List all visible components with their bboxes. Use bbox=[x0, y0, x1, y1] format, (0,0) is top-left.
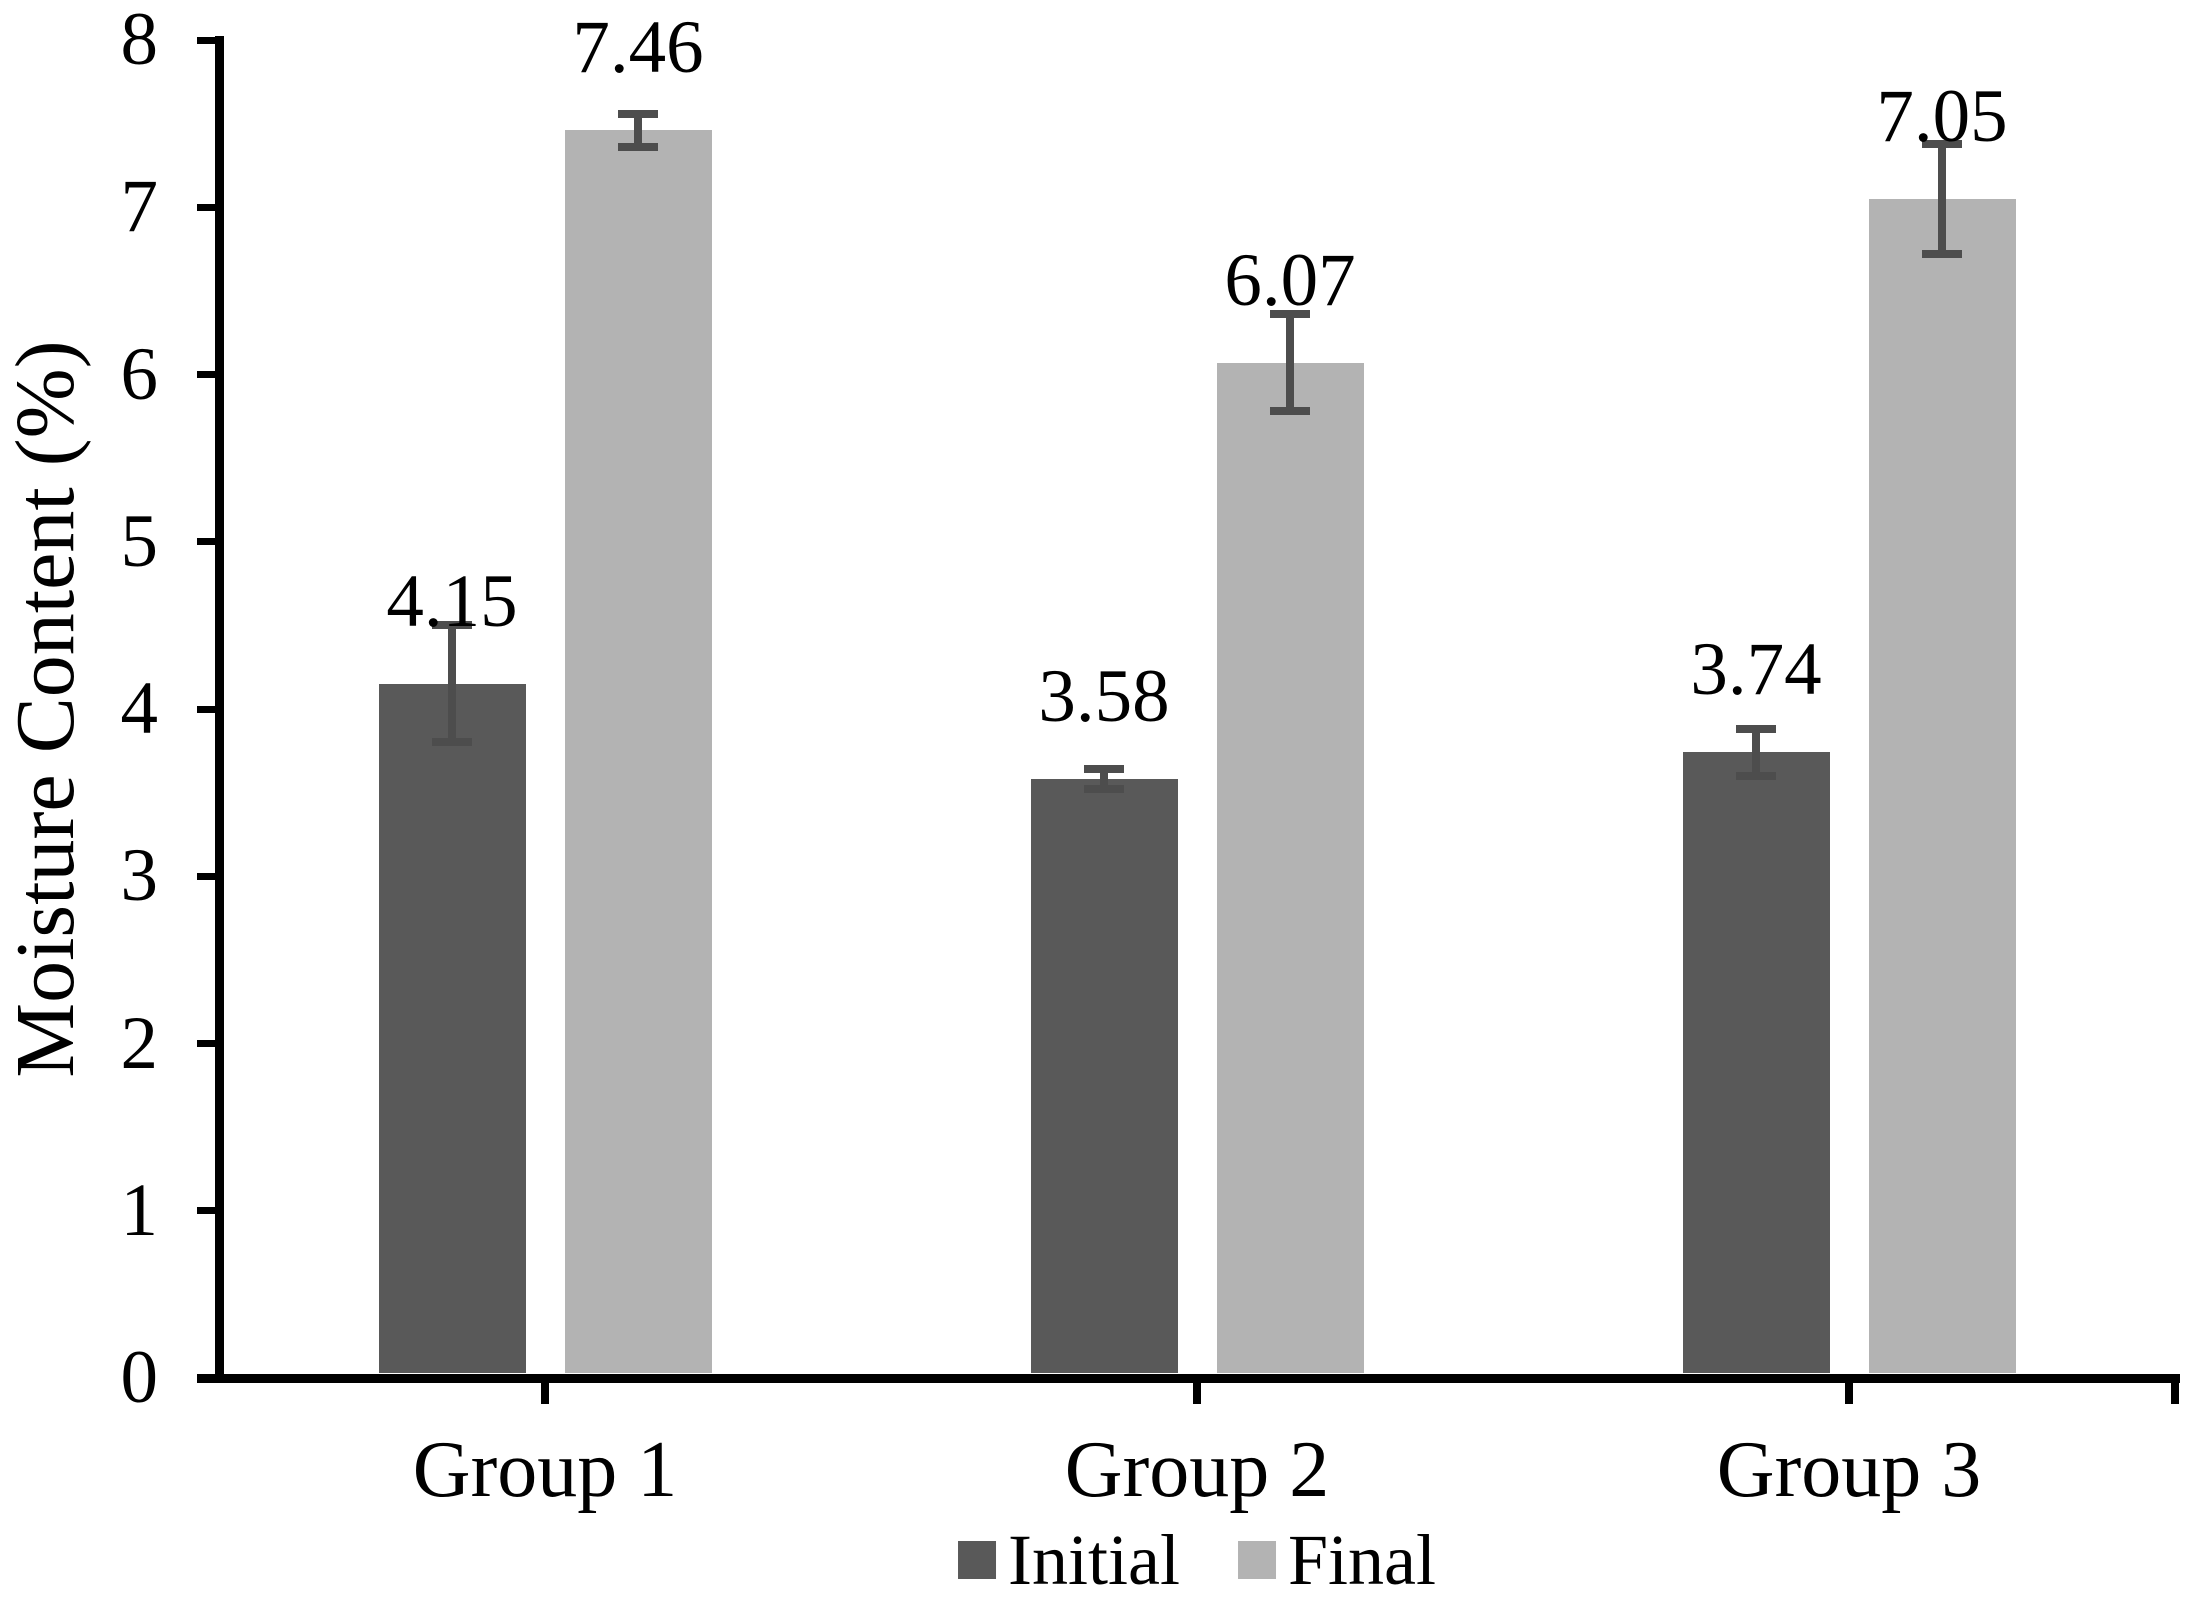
x-tick-label: Group 2 bbox=[1064, 1426, 1330, 1514]
y-tick bbox=[197, 1040, 215, 1047]
error-bar-cap-bottom-initial-group-3 bbox=[1736, 771, 1776, 780]
error-bar-line-final-group-3 bbox=[1938, 143, 1946, 255]
bar-final-group-3 bbox=[1868, 198, 2016, 1374]
y-tick-label: 6 bbox=[120, 332, 159, 416]
y-tick-label: 4 bbox=[120, 667, 159, 750]
y-tick bbox=[197, 36, 215, 44]
y-tick bbox=[197, 1207, 215, 1215]
y-tick-label: 0 bbox=[120, 1336, 159, 1419]
error-bar-cap-top-initial-group-1 bbox=[432, 621, 472, 630]
x-tick bbox=[2171, 1378, 2179, 1404]
y-axis-line bbox=[214, 36, 224, 1383]
y-tick-label: 5 bbox=[120, 499, 159, 583]
error-bar-cap-bottom-final-group-1 bbox=[618, 143, 658, 152]
value-label-initial-group-3: 3.74 bbox=[1690, 628, 1822, 712]
y-tick-label: 8 bbox=[120, 0, 159, 81]
y-tick bbox=[197, 872, 215, 880]
y-tick-label: 7 bbox=[120, 165, 159, 249]
error-bar-cap-top-final-group-2 bbox=[1270, 310, 1310, 319]
x-tick bbox=[541, 1378, 549, 1404]
error-bar-cap-top-initial-group-3 bbox=[1736, 725, 1776, 734]
bar-initial-group-1 bbox=[378, 683, 526, 1374]
error-bar-line-initial-group-1 bbox=[448, 625, 456, 743]
y-tick bbox=[197, 371, 215, 378]
legend-item-initial: Initial bbox=[958, 1522, 1180, 1598]
x-tick bbox=[1193, 1378, 1201, 1404]
error-bar-cap-top-initial-group-2 bbox=[1084, 765, 1124, 774]
error-bar-cap-bottom-initial-group-1 bbox=[432, 738, 472, 747]
error-bar-cap-top-final-group-1 bbox=[618, 109, 658, 118]
value-label-initial-group-2: 3.58 bbox=[1038, 655, 1170, 739]
error-bar-cap-bottom-final-group-2 bbox=[1270, 407, 1310, 416]
bar-final-group-2 bbox=[1216, 362, 1364, 1374]
value-label-initial-group-1: 4.15 bbox=[386, 559, 518, 643]
error-bar-cap-bottom-initial-group-2 bbox=[1084, 785, 1124, 794]
bar-initial-group-2 bbox=[1030, 779, 1178, 1374]
error-bar-line-final-group-1 bbox=[634, 113, 642, 148]
y-tick-label: 3 bbox=[120, 834, 159, 918]
legend-item-final: Final bbox=[1237, 1520, 1436, 1600]
legend-swatch-initial-icon bbox=[958, 1541, 997, 1579]
value-label-final-group-3: 7.05 bbox=[1876, 74, 2008, 158]
y-tick-label: 1 bbox=[120, 1168, 159, 1252]
y-tick bbox=[197, 203, 215, 211]
error-bar-line-initial-group-3 bbox=[1752, 729, 1760, 776]
y-tick bbox=[197, 705, 215, 713]
value-label-final-group-2: 6.07 bbox=[1224, 238, 1356, 322]
x-tick bbox=[1845, 1378, 1853, 1404]
y-tick bbox=[197, 1374, 215, 1382]
legend-label-final: Final bbox=[1287, 1520, 1436, 1600]
x-axis-line bbox=[197, 1373, 2180, 1383]
error-bar-line-final-group-2 bbox=[1286, 314, 1294, 412]
x-tick-label: Group 3 bbox=[1716, 1426, 1982, 1514]
value-label-final-group-1: 7.46 bbox=[572, 6, 704, 90]
error-bar-cap-bottom-final-group-3 bbox=[1922, 250, 1962, 259]
legend-label-initial: Initial bbox=[1008, 1520, 1180, 1600]
x-tick-label: Group 1 bbox=[412, 1426, 678, 1514]
legend-swatch-final-icon bbox=[1237, 1541, 1276, 1579]
y-tick-label: 2 bbox=[120, 1001, 159, 1085]
bar-initial-group-3 bbox=[1682, 752, 1830, 1374]
legend: Initial Final bbox=[958, 1522, 1436, 1598]
error-bar-cap-top-final-group-3 bbox=[1922, 139, 1962, 148]
bar-final-group-1 bbox=[564, 130, 712, 1374]
error-bar-line-initial-group-2 bbox=[1100, 769, 1108, 790]
y-tick bbox=[197, 538, 215, 546]
